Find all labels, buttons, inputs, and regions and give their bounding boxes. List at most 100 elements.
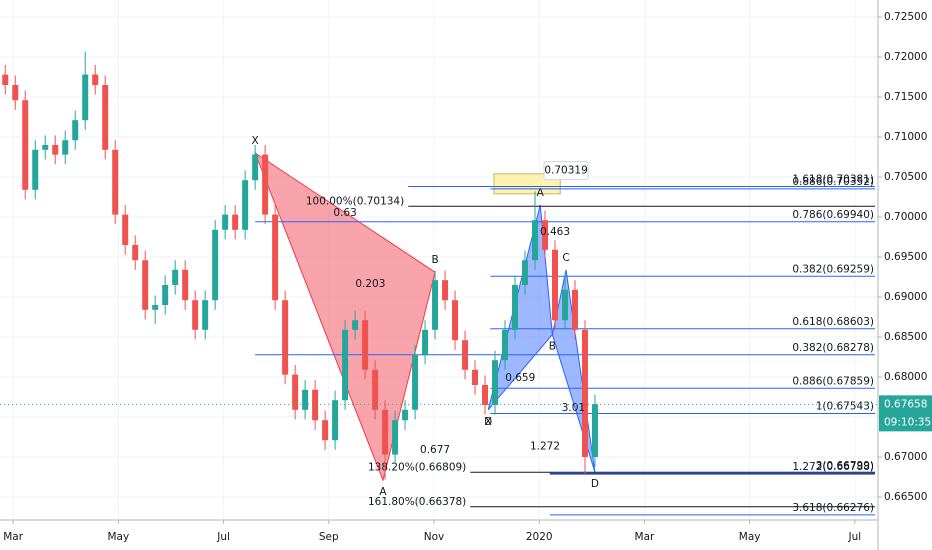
candle-body xyxy=(22,100,29,190)
candle-body xyxy=(342,329,349,401)
tooltip-box xyxy=(543,161,589,181)
level-label: 3(0.66799) xyxy=(816,460,874,472)
candle-body xyxy=(452,300,459,341)
x-tick-label: May xyxy=(108,531,130,543)
candle-body xyxy=(252,154,259,181)
candle-body xyxy=(282,300,289,375)
ratio-label: 0.203 xyxy=(355,278,385,290)
pattern-point-label: X xyxy=(252,135,259,147)
pattern-point-label: B xyxy=(549,341,556,353)
level-label: 0.618(0.68603) xyxy=(792,316,874,328)
level-label: 1.272(0.66788) xyxy=(792,461,874,473)
candle-body xyxy=(222,214,229,230)
pattern-point-label: D xyxy=(591,478,599,490)
x-tick-label: Jul xyxy=(848,531,862,543)
candle-body xyxy=(462,340,469,370)
candle-body xyxy=(482,385,489,405)
candle-body xyxy=(122,214,129,245)
candle-body xyxy=(532,220,539,261)
candle-body xyxy=(591,404,598,457)
candle-body xyxy=(402,409,409,421)
x-tick-label: Jul xyxy=(216,531,230,543)
x-tick-label: 2020 xyxy=(526,531,553,543)
candle-body xyxy=(312,389,319,421)
y-tick-label: 0.72000 xyxy=(884,51,927,63)
candle-body xyxy=(472,369,479,385)
candle-body xyxy=(442,280,449,301)
tooltip-label: 0.70319 xyxy=(544,165,587,177)
pattern-triangle xyxy=(254,151,436,482)
candle-body xyxy=(551,249,558,321)
pattern-point-label: A xyxy=(537,187,545,199)
pattern-point-label: C xyxy=(562,252,569,264)
candle-body xyxy=(62,140,69,155)
level-label: 0.382(0.68278) xyxy=(792,342,874,354)
candle-body xyxy=(172,269,179,285)
level-label: 1(0.67543) xyxy=(816,401,874,413)
level-label: 0.382(0.69259) xyxy=(792,263,874,275)
candle-body xyxy=(571,289,578,330)
candle-body xyxy=(382,409,389,455)
countdown-label: 09:10:35 xyxy=(884,416,931,428)
candle-body xyxy=(82,74,89,121)
candle-body xyxy=(502,329,509,361)
candle-body xyxy=(392,420,399,455)
x-tick-label: May xyxy=(739,531,761,543)
ratio-label: 0.659 xyxy=(505,372,535,384)
y-tick-label: 0.72500 xyxy=(884,11,927,23)
x-tick-label: Nov xyxy=(424,531,445,543)
candle-body xyxy=(142,260,149,310)
y-tick-label: 0.71000 xyxy=(884,131,927,143)
candle-body xyxy=(322,420,329,441)
candle-body xyxy=(2,74,9,85)
candle-body xyxy=(362,320,369,370)
candle-body xyxy=(112,149,119,215)
y-tick-label: 0.67000 xyxy=(884,451,927,463)
ratio-label: 0.677 xyxy=(420,444,450,456)
pattern-point-label: B xyxy=(431,254,438,266)
candle-body xyxy=(52,145,59,155)
y-tick-label: 0.71500 xyxy=(884,91,927,103)
candle-body xyxy=(192,300,199,330)
candle-body xyxy=(262,154,269,215)
ratio-label: 3.01 xyxy=(562,402,585,414)
candle-body xyxy=(561,289,568,321)
y-tick-label: 0.68000 xyxy=(884,371,927,383)
candle-body xyxy=(232,214,239,230)
candle-body xyxy=(292,374,299,410)
candle-body xyxy=(32,149,39,190)
candle-body xyxy=(512,285,519,330)
candle-body xyxy=(202,300,209,330)
candle-body xyxy=(332,400,339,441)
candle-body xyxy=(182,269,189,301)
candle-body xyxy=(422,329,429,355)
candle-body xyxy=(162,285,169,305)
candle-body xyxy=(92,74,99,85)
candle-body xyxy=(42,145,49,150)
candle-body xyxy=(212,229,219,301)
pattern-point-label: D xyxy=(484,416,492,428)
candle-body xyxy=(152,305,159,310)
ratio-label: 1.272 xyxy=(530,441,560,453)
level-label: 1.618(0.70381) xyxy=(792,174,874,186)
level-label: 0.786(0.69940) xyxy=(792,209,874,221)
x-tick-label: Mar xyxy=(3,531,23,543)
last-price-label: 0.67658 xyxy=(884,398,927,410)
candle-body xyxy=(522,260,529,285)
candle-body xyxy=(542,220,549,250)
candle-body xyxy=(432,280,439,330)
candle-body xyxy=(412,354,419,410)
y-tick-label: 0.66500 xyxy=(884,491,927,503)
y-tick-label: 0.69500 xyxy=(884,251,927,263)
last-price-box xyxy=(879,395,932,432)
candle-body xyxy=(242,180,249,230)
level-label: 161.80%(0.66378) xyxy=(368,496,466,508)
x-tick-label: Sep xyxy=(319,531,339,543)
y-tick-label: 0.70500 xyxy=(884,171,927,183)
candle-body xyxy=(492,360,499,405)
candle-body xyxy=(132,245,139,261)
y-tick-label: 0.70000 xyxy=(884,211,927,223)
candle-body xyxy=(12,85,19,101)
level-label: 0.886(0.67859) xyxy=(792,375,874,387)
